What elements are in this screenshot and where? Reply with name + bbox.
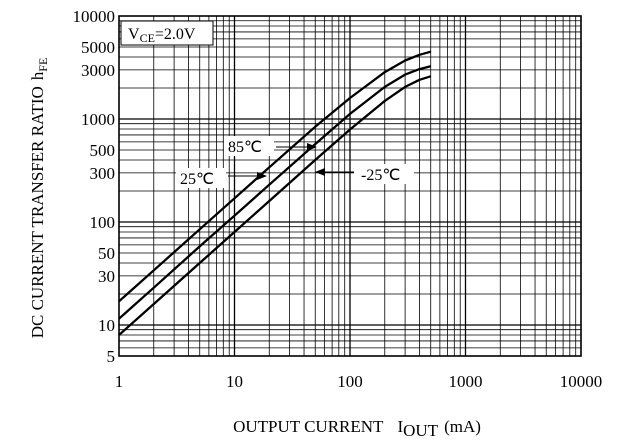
condition-label: VCE=2.0V [120, 20, 214, 46]
x-tick-label: 100 [337, 372, 363, 391]
annotation-85-label: 85℃ [228, 139, 262, 156]
y-tick-label: 10 [98, 316, 115, 335]
y-axis-label-subscript: FE [36, 58, 50, 72]
series-line-0 [118, 50, 432, 303]
y-tick-label: 5 [107, 347, 116, 366]
y-tick-label: 50 [98, 244, 115, 263]
condition-value: =2.0V [155, 26, 196, 43]
x-tick-label: 10000 [560, 372, 603, 391]
annotation-85: 85℃ [224, 136, 317, 156]
plot-frame [118, 15, 582, 357]
annotation-m25: -25℃ [315, 164, 414, 184]
x-tick-label: 1 [115, 372, 124, 391]
series-line-2 [118, 75, 432, 336]
x-axis-title: OUTPUT CURRENT IOUT (mA) [233, 417, 481, 440]
y-tick-label: 3000 [81, 61, 115, 80]
x-axis-label-symbol: I [397, 417, 403, 436]
annotation-m25-label: -25℃ [361, 167, 400, 184]
series-group [118, 50, 432, 336]
x-tick-label: 10 [226, 372, 243, 391]
annotation-25: 25℃ [176, 168, 267, 188]
y-axis-title: DC CURRENT TRANSFER RATIO hFE [28, 58, 50, 339]
grid [119, 16, 581, 356]
y-axis-label-symbol: h [28, 71, 47, 80]
y-tick-label: 500 [90, 141, 116, 160]
series-line-1 [118, 65, 431, 320]
y-tick-label: 10000 [73, 7, 116, 26]
x-axis-label-unit: (mA) [444, 417, 481, 436]
annotation-25-label: 25℃ [180, 171, 214, 188]
condition-symbol: V [128, 26, 140, 43]
condition-subscript: CE [140, 31, 155, 45]
y-tick-label: 5000 [81, 38, 115, 57]
x-axis-label-subscript: OUT [403, 421, 439, 440]
y-tick-label: 1000 [81, 110, 115, 129]
tick-labels: 1 10 100 1000 10000 10000 5000 3000 1000 500 300 10… [73, 7, 603, 391]
y-tick-label: 300 [90, 164, 116, 183]
x-tick-label: 1000 [449, 372, 483, 391]
x-axis-label-main: OUTPUT CURRENT [233, 417, 384, 436]
y-axis-label-main: DC CURRENT TRANSFER RATIO [28, 86, 47, 338]
y-tick-label: 100 [90, 213, 116, 232]
svg-text:VCE=2.0V: VCE=2.0V [128, 26, 196, 45]
y-tick-label: 30 [98, 267, 115, 286]
